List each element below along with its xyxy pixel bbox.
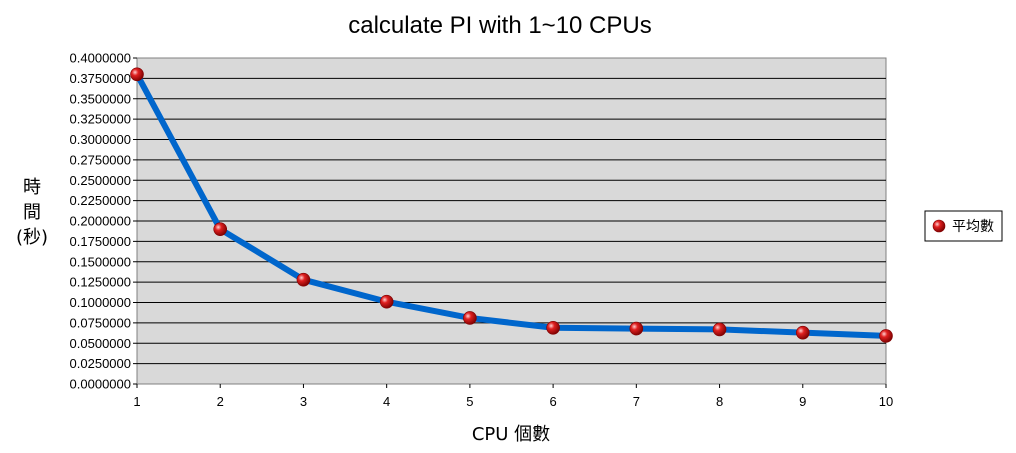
y-tick-label: 0.0500000	[70, 336, 131, 351]
x-tick-label: 9	[799, 394, 806, 409]
x-tick-label: 4	[383, 394, 390, 409]
chart-title: calculate PI with 1~10 CPUs	[348, 12, 651, 39]
data-point-marker	[795, 325, 810, 340]
legend-label: 平均數	[952, 219, 994, 235]
y-tick-label: 0.3500000	[70, 91, 131, 106]
y-tick-label: 0.1500000	[70, 254, 131, 269]
x-tick-label: 8	[716, 394, 723, 409]
data-point-marker	[629, 321, 644, 336]
data-point-marker	[296, 272, 311, 287]
data-point-marker	[712, 322, 727, 337]
y-axis-title-line-2: 間	[23, 202, 41, 223]
data-point-marker	[546, 320, 560, 335]
y-axis-title-line-3: (秒)	[16, 227, 48, 248]
data-point-marker	[379, 294, 394, 309]
y-tick-label: 0.3000000	[70, 132, 131, 147]
y-tick-label: 0.2000000	[70, 214, 131, 229]
data-point-marker	[213, 222, 228, 236]
series-line	[134, 71, 889, 339]
data-point-marker	[879, 329, 893, 343]
y-tick-label: 0.0250000	[70, 356, 131, 371]
x-tick-label: 10	[879, 394, 893, 409]
x-tick-label: 7	[633, 394, 640, 409]
legend-marker-icon	[932, 219, 946, 233]
data-point-marker	[130, 67, 144, 82]
x-axis-title: CPU 個數	[472, 424, 550, 445]
gridlines	[133, 57, 887, 388]
x-tick-label: 2	[217, 394, 224, 409]
y-tick-label: 0.0750000	[70, 315, 131, 330]
y-tick-label: 0.1250000	[70, 275, 131, 290]
y-tick-label: 0.2500000	[70, 173, 131, 188]
y-tick-label: 0.3750000	[70, 71, 131, 86]
y-tick-label: 0.2250000	[70, 193, 131, 208]
y-tick-label: 0.3250000	[70, 112, 131, 127]
y-tick-label: 0.1000000	[70, 295, 131, 310]
series-average	[130, 67, 893, 343]
y-axis-title: 時 間 (秒)	[16, 177, 48, 248]
y-tick-label: 0.2750000	[70, 152, 131, 167]
x-tick-label: 5	[466, 394, 473, 409]
x-tick-label: 6	[549, 394, 556, 409]
y-axis-tick-labels: 0.0000000 0.0250000 0.0500000 0.0750000 0.10…	[70, 51, 131, 392]
x-tick-label: 1	[133, 394, 140, 409]
y-tick-label: 0.4000000	[70, 51, 131, 66]
legend: 平均數	[924, 210, 1003, 242]
y-tick-label: 0.0000000	[70, 377, 131, 392]
y-tick-label: 0.1750000	[70, 234, 131, 249]
x-axis-tick-labels: 1 2 3 4 5 6 7 8 9 10	[133, 394, 893, 409]
y-axis-title-line-1: 時	[23, 177, 41, 198]
x-tick-label: 3	[300, 394, 307, 409]
data-point-marker	[463, 311, 477, 325]
